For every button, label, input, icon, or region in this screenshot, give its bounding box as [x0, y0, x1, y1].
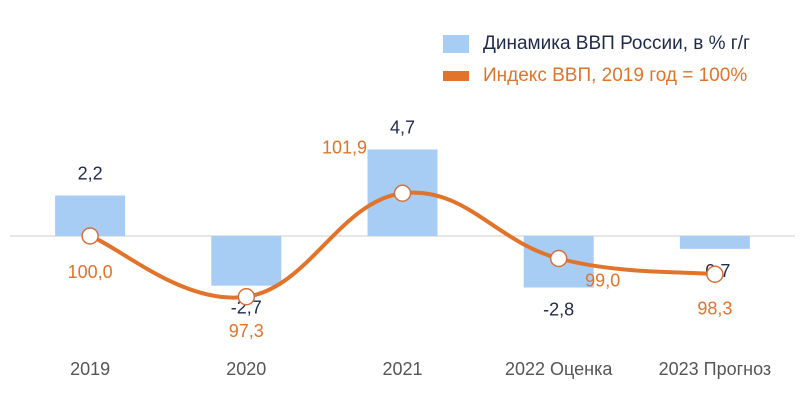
line-point: [81, 227, 99, 245]
legend-item-line: Индекс ВВП, 2019 год = 100%: [443, 60, 750, 92]
line-data-label: 97,3: [229, 321, 264, 341]
bar: [211, 236, 282, 286]
bar-series: [55, 149, 750, 288]
bar-data-label: 4,7: [390, 118, 415, 138]
bar-data-label: -2,8: [543, 300, 574, 320]
line-point: [549, 249, 568, 268]
legend-item-bar: Динамика ВВП России, в % г/г: [443, 28, 750, 60]
line-points: [81, 184, 724, 306]
line-data-label: 98,3: [697, 298, 732, 318]
x-tick-label: 2019: [70, 359, 110, 379]
x-tick-label: 2022 Оценка: [505, 359, 613, 379]
bar-data-label: -2,7: [231, 298, 262, 318]
legend-label-bar: Динамика ВВП России, в % г/г: [483, 33, 750, 54]
x-tick-label: 2023 Прогноз: [659, 359, 772, 379]
bar-data-label: 2,2: [78, 164, 103, 184]
line-data-label: 99,0: [585, 271, 620, 291]
legend-swatch-bar: [443, 35, 469, 53]
line-data-label: 100,0: [68, 262, 113, 282]
x-tick-label: 2020: [226, 359, 266, 379]
line-data-label: 101,9: [322, 137, 367, 157]
x-tick-label: 2021: [382, 359, 422, 379]
legend-swatch-line: [443, 71, 469, 81]
line-point: [706, 265, 724, 283]
line-labels: 100,0 97,3 101,9 99,0 98,3: [68, 137, 733, 341]
legend-label-line: Индекс ВВП, 2019 год = 100%: [483, 65, 748, 86]
x-axis-tick-labels: 2019 2020 2021 2022 Оценка 2023 Прогноз: [70, 359, 771, 379]
bar: [679, 236, 750, 249]
line-point: [237, 288, 256, 306]
legend: Динамика ВВП России, в % г/г Индекс ВВП,…: [443, 28, 750, 92]
line-point: [393, 184, 412, 202]
